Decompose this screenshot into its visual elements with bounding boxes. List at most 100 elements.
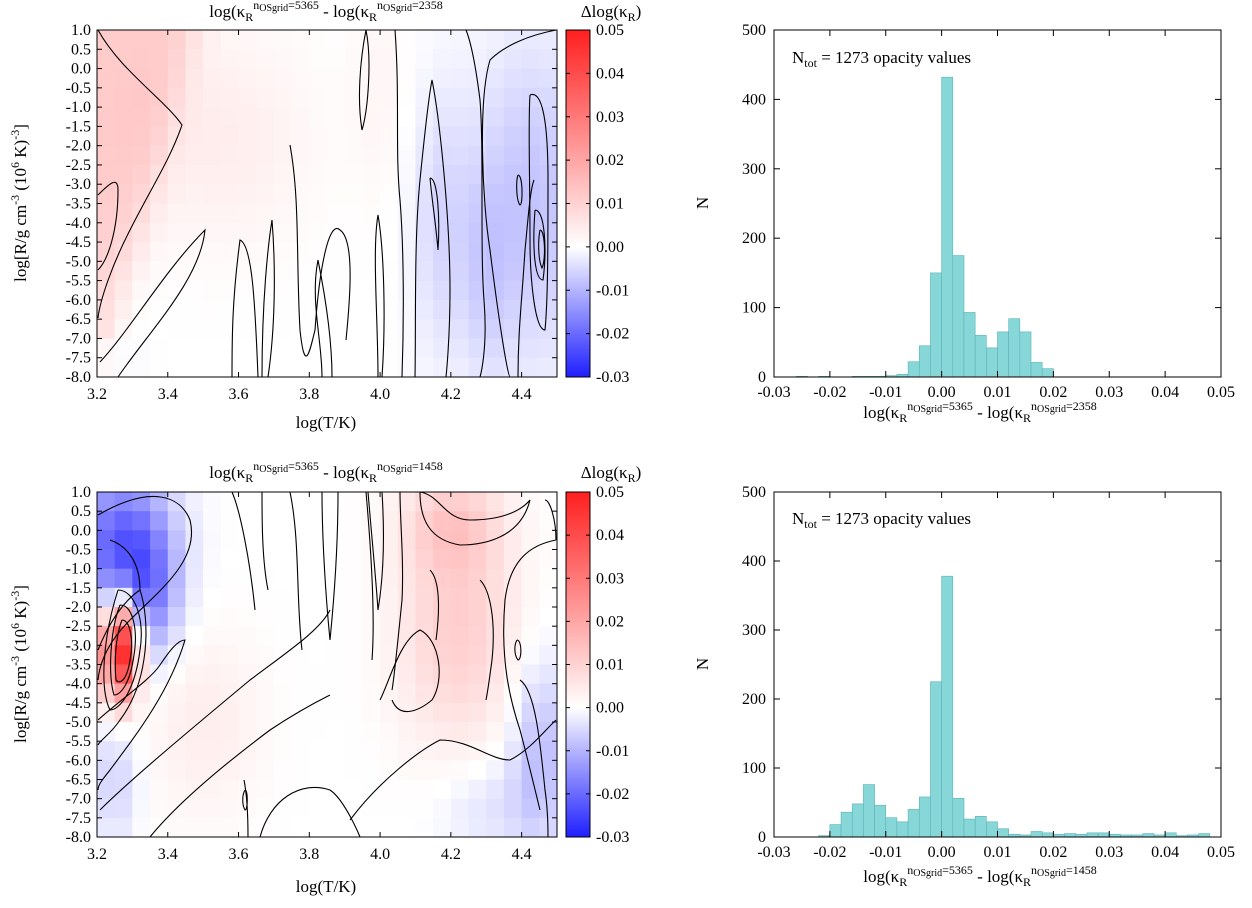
heatmap-cell bbox=[167, 587, 187, 608]
y-tick-label: 500 bbox=[742, 22, 766, 39]
contour-line bbox=[429, 569, 439, 641]
heatmap-cell bbox=[167, 49, 187, 70]
heatmap-cell bbox=[203, 722, 222, 742]
histogram-bar bbox=[863, 784, 875, 838]
heatmap-cell bbox=[503, 798, 523, 819]
heatmap-cell bbox=[397, 164, 417, 185]
heatmap-cell bbox=[327, 722, 346, 742]
heatmap-cell bbox=[397, 645, 417, 666]
heatmap-cell bbox=[503, 587, 523, 608]
y-tick-label: 300 bbox=[742, 161, 766, 178]
heatmap-cell bbox=[291, 49, 310, 70]
x-tick-label: 3.8 bbox=[299, 846, 319, 863]
heatmap-cell bbox=[468, 587, 487, 608]
heatmap-cell bbox=[450, 49, 470, 70]
heatmap-cell bbox=[132, 817, 151, 838]
heatmap-cell bbox=[486, 798, 505, 819]
heatmap-cell bbox=[203, 319, 222, 340]
heatmap-cell bbox=[415, 242, 434, 262]
heatmap-cell bbox=[132, 242, 151, 262]
heatmap-cell bbox=[114, 587, 133, 608]
heatmap-cell bbox=[486, 261, 505, 282]
heatmap-cell bbox=[167, 607, 187, 627]
heatmap-cell bbox=[273, 568, 293, 589]
heatmap-cell bbox=[397, 760, 417, 781]
heatmap-cell bbox=[468, 299, 487, 320]
histogram-bottom: -0.03 -0.02 -0.01 0.00 0.01 0.02 0.03 0.04 0.05 5… bbox=[693, 484, 1235, 889]
heatmap-cell bbox=[415, 568, 434, 589]
heatmap-cell bbox=[256, 319, 275, 340]
heatmap-cell bbox=[521, 126, 540, 147]
heatmap-cell bbox=[468, 511, 487, 531]
heatmap-cell bbox=[291, 280, 310, 301]
heatmap-cell bbox=[150, 107, 169, 127]
heatmap-top-title: log(κRnOSgrid=5365 - log(κRnOSgrid=2358 bbox=[209, 0, 442, 24]
heatmap-cell bbox=[397, 319, 417, 340]
heatmap-cell bbox=[185, 664, 204, 685]
heatmap-cell bbox=[503, 607, 523, 627]
heatmap-cell bbox=[468, 261, 487, 282]
heatmap-cell bbox=[521, 645, 540, 666]
heatmap-cell bbox=[380, 530, 399, 551]
heatmap-cell bbox=[468, 702, 487, 723]
contour-line bbox=[97, 639, 186, 791]
heatmap-cell bbox=[397, 664, 417, 685]
heatmap-cell bbox=[114, 645, 133, 666]
heatmap-cell bbox=[415, 511, 434, 531]
heatmap-cell bbox=[273, 184, 293, 205]
heatmap-cell bbox=[344, 87, 363, 108]
heatmap-cell bbox=[450, 87, 470, 108]
heatmap-cell bbox=[114, 203, 133, 224]
x-tick-label: 0.02 bbox=[1039, 844, 1067, 861]
heatmap-cell bbox=[256, 242, 275, 262]
heatmap-cell bbox=[167, 145, 187, 166]
heatmap-cell bbox=[97, 242, 116, 262]
colorbar-top-ticks: 0.05 0.04 0.03 0.02 0.01 0.00 -0.01 -0.02 -0.03 bbox=[566, 22, 629, 386]
heatmap-cell bbox=[327, 760, 346, 781]
heatmap-cell bbox=[327, 741, 346, 761]
histogram-top-xlabel: log(κRnOSgrid=5365 - log(κRnOSgrid=2358 bbox=[863, 399, 1096, 425]
heatmap-cell bbox=[450, 607, 470, 627]
heatmap-cell bbox=[468, 607, 487, 627]
y-tick-label: -0.5 bbox=[66, 542, 91, 559]
heatmap-cell bbox=[309, 741, 328, 761]
heatmap-cell bbox=[256, 184, 275, 205]
heatmap-cell bbox=[203, 587, 222, 608]
heatmap-cell bbox=[97, 722, 116, 742]
heatmap-cell bbox=[150, 549, 169, 570]
heatmap-cell bbox=[203, 530, 222, 551]
heatmap-cell bbox=[450, 779, 470, 800]
heatmap-cell bbox=[362, 145, 381, 166]
heatmap-cell bbox=[132, 741, 151, 761]
heatmap-cell bbox=[309, 299, 328, 320]
colorbar-top-label: Δlog(κR) bbox=[581, 2, 642, 24]
heatmap-cell bbox=[468, 126, 487, 147]
heatmap-cell bbox=[362, 49, 381, 70]
heatmap-cell bbox=[150, 664, 169, 685]
heatmap-cell bbox=[344, 587, 363, 608]
heatmap-cell bbox=[344, 568, 363, 589]
heatmap-cell bbox=[362, 242, 381, 262]
heatmap-cell bbox=[380, 164, 399, 185]
heatmap-cell bbox=[185, 49, 204, 70]
heatmap-cell bbox=[503, 338, 523, 359]
heatmap-cell bbox=[238, 645, 257, 666]
heatmap-cell bbox=[220, 338, 240, 359]
heatmap-cell bbox=[114, 30, 133, 50]
heatmap-cell bbox=[450, 357, 470, 378]
histogram-top-ylabel: N bbox=[693, 197, 712, 209]
heatmap-cell bbox=[344, 203, 363, 224]
heatmap-cell bbox=[114, 280, 133, 301]
heatmap-cell bbox=[238, 702, 257, 723]
heatmap-cell bbox=[415, 164, 434, 185]
heatmap-cell bbox=[150, 817, 169, 838]
heatmap-cell bbox=[327, 492, 346, 512]
heatmap-cell bbox=[238, 87, 257, 108]
heatmap-cell bbox=[309, 722, 328, 742]
heatmap-cell bbox=[344, 184, 363, 205]
heatmap-cell bbox=[503, 683, 523, 704]
heatmap-cell bbox=[327, 817, 346, 838]
heatmap-cell bbox=[380, 49, 399, 70]
heatmap-cell bbox=[450, 645, 470, 666]
heatmap-cell bbox=[380, 607, 399, 627]
